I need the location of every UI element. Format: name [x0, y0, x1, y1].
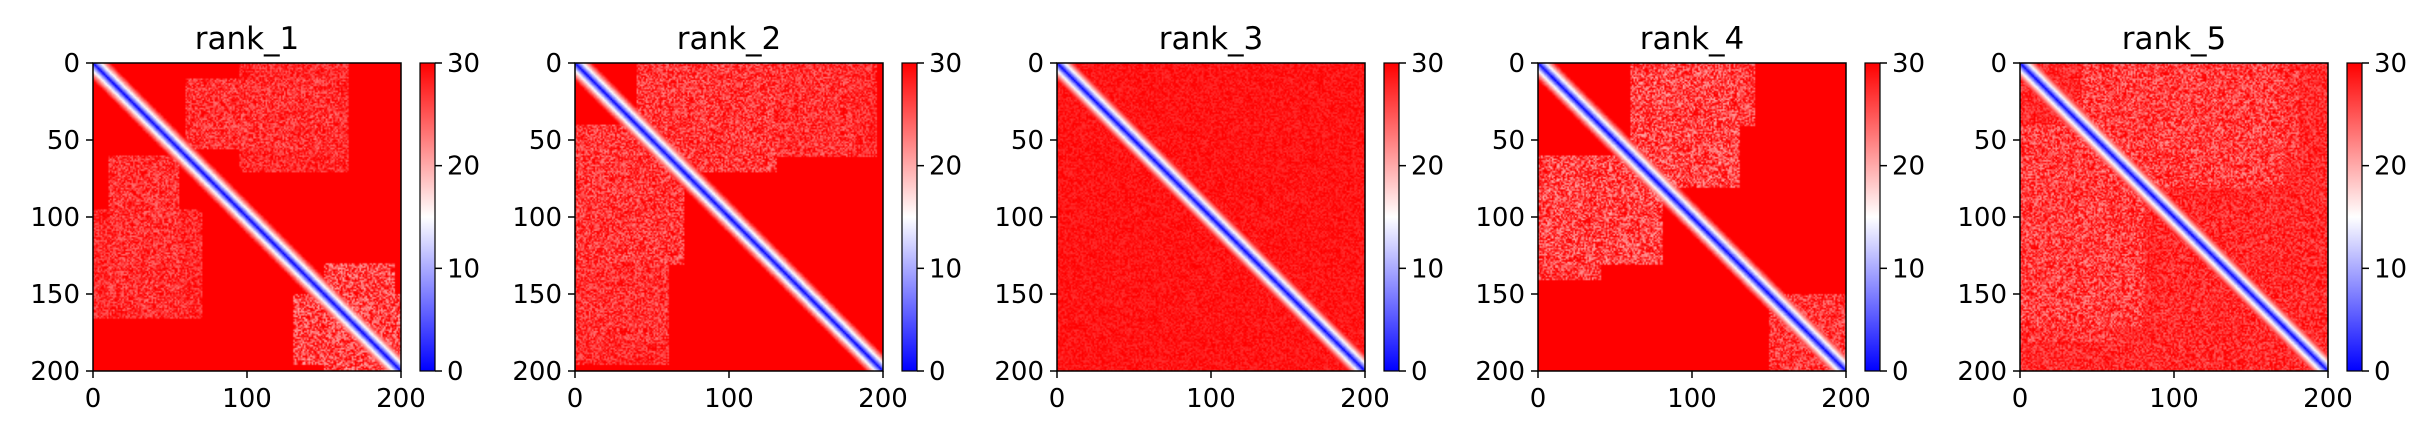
chart-title: rank_1	[195, 21, 300, 57]
y-tick-label: 50	[47, 126, 80, 156]
colorbar-tick-label: 30	[929, 49, 962, 79]
x-tick-label: 100	[222, 384, 272, 414]
heatmap-image	[2020, 63, 2328, 371]
colorbar	[2346, 62, 2363, 372]
colorbar-tick-label: 0	[447, 357, 464, 387]
y-tick-label: 50	[529, 126, 562, 156]
colorbar	[1383, 62, 1400, 372]
colorbar	[1864, 62, 1881, 372]
colorbar-tick-label: 0	[1411, 357, 1428, 387]
colorbar-tick-label: 20	[929, 152, 962, 182]
x-tick-label: 0	[1049, 384, 1066, 414]
y-tick-label: 100	[994, 203, 1044, 233]
y-tick-label: 100	[1957, 203, 2007, 233]
y-tick-label: 150	[1957, 280, 2007, 310]
y-tick-label: 150	[30, 280, 80, 310]
heatmap-image	[93, 63, 401, 371]
chart-title: rank_4	[1640, 21, 1745, 57]
colorbar-tick-label: 20	[1892, 152, 1925, 182]
colorbar-tick-label: 30	[1892, 49, 1925, 79]
colorbar-tick-label: 30	[2374, 49, 2407, 79]
y-tick-label: 200	[512, 357, 562, 387]
heatmap-image	[575, 63, 883, 371]
heatmap-image	[1538, 63, 1846, 371]
y-tick-label: 0	[63, 49, 80, 79]
colorbar-tick-label: 10	[447, 254, 480, 284]
x-tick-label: 100	[1186, 384, 1236, 414]
y-tick-label: 100	[512, 203, 562, 233]
colorbar-tick-label: 20	[1411, 152, 1444, 182]
colorbar-tick-label: 0	[2374, 357, 2391, 387]
chart-title: rank_3	[1159, 21, 1264, 57]
colorbar-tick-label: 10	[2374, 254, 2407, 284]
y-tick-label: 0	[1508, 49, 1525, 79]
colorbar-tick-label: 30	[447, 49, 480, 79]
x-tick-label: 200	[858, 384, 908, 414]
colorbar-tick-label: 10	[929, 254, 962, 284]
colorbar	[419, 62, 436, 372]
y-tick-label: 200	[30, 357, 80, 387]
y-tick-label: 50	[1492, 126, 1525, 156]
x-tick-label: 100	[2149, 384, 2199, 414]
y-tick-label: 150	[1475, 280, 1525, 310]
colorbar-tick-label: 0	[929, 357, 946, 387]
y-tick-label: 0	[1990, 49, 2007, 79]
y-tick-label: 0	[1027, 49, 1044, 79]
x-tick-label: 100	[1667, 384, 1717, 414]
x-tick-label: 0	[567, 384, 584, 414]
y-tick-label: 150	[994, 280, 1044, 310]
y-tick-label: 200	[1475, 357, 1525, 387]
y-tick-label: 100	[1475, 203, 1525, 233]
chart-title: rank_2	[677, 21, 782, 57]
x-tick-label: 0	[85, 384, 102, 414]
x-tick-label: 200	[2303, 384, 2353, 414]
y-tick-label: 50	[1974, 126, 2007, 156]
y-tick-label: 50	[1011, 126, 1044, 156]
x-tick-label: 0	[1530, 384, 1547, 414]
colorbar-tick-label: 30	[1411, 49, 1444, 79]
colorbar-tick-label: 10	[1411, 254, 1444, 284]
y-tick-label: 0	[545, 49, 562, 79]
x-tick-label: 100	[704, 384, 754, 414]
colorbar-tick-label: 20	[447, 152, 480, 182]
colorbar-tick-label: 20	[2374, 152, 2407, 182]
colorbar-tick-label: 0	[1892, 357, 1909, 387]
heatmap-image	[1057, 63, 1365, 371]
y-tick-label: 200	[994, 357, 1044, 387]
y-tick-label: 100	[30, 203, 80, 233]
x-tick-label: 0	[2012, 384, 2029, 414]
x-tick-label: 200	[376, 384, 426, 414]
x-tick-label: 200	[1340, 384, 1390, 414]
y-tick-label: 200	[1957, 357, 2007, 387]
colorbar-tick-label: 10	[1892, 254, 1925, 284]
chart-title: rank_5	[2122, 21, 2227, 57]
colorbar	[901, 62, 918, 372]
y-tick-label: 150	[512, 280, 562, 310]
x-tick-label: 200	[1821, 384, 1871, 414]
